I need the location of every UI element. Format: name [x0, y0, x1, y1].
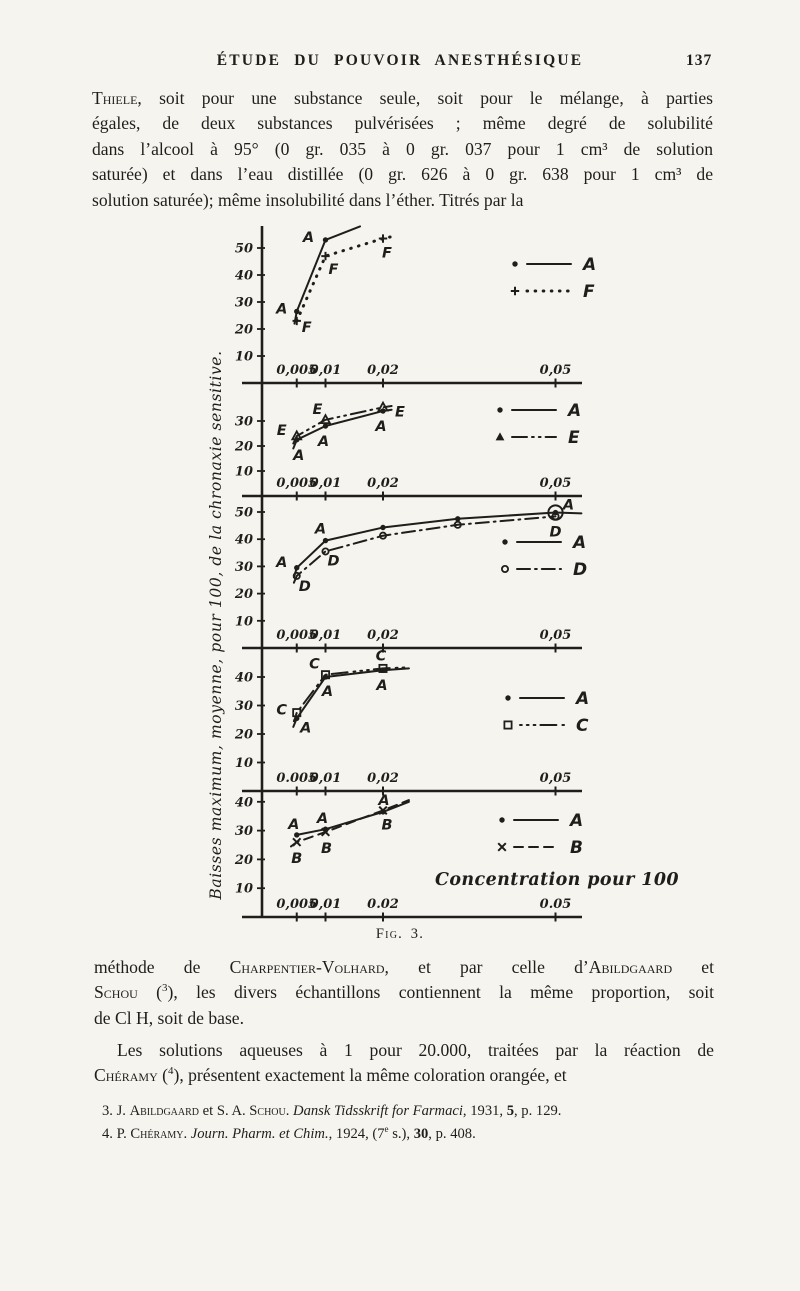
- svg-text:40: 40: [235, 671, 253, 686]
- svg-text:A: A: [275, 555, 287, 571]
- svg-text:0,005: 0,005: [276, 897, 317, 912]
- svg-text:D: D: [573, 560, 587, 580]
- svg-text:0.05: 0.05: [540, 897, 572, 912]
- svg-text:C: C: [376, 648, 387, 664]
- svg-text:D: D: [327, 553, 339, 569]
- svg-text:F: F: [329, 262, 339, 278]
- svg-text:B: B: [381, 817, 392, 833]
- svg-text:A: A: [574, 689, 589, 709]
- svg-text:50: 50: [235, 242, 253, 257]
- svg-text:E: E: [395, 404, 405, 420]
- svg-text:0,01: 0,01: [310, 363, 342, 378]
- footnote-3: 3. J. Abildgaard et S. A. Schou. Dansk T…: [102, 1103, 562, 1119]
- svg-text:Baisses maximum, moyenne, pour: Baisses maximum, moyenne, pour 100, de l…: [207, 350, 225, 900]
- svg-text:B: B: [291, 851, 302, 867]
- svg-text:30: 30: [235, 824, 253, 839]
- body-paragraph-2: méthode de Charpentier-Volhard, et par c…: [94, 957, 714, 1028]
- page-number: 137: [686, 52, 713, 69]
- svg-text:0,05: 0,05: [540, 476, 572, 491]
- svg-text:E: E: [568, 428, 580, 448]
- svg-text:20: 20: [234, 587, 253, 602]
- svg-text:0,02: 0,02: [367, 628, 399, 643]
- svg-text:40: 40: [235, 269, 253, 284]
- svg-text:30: 30: [235, 415, 253, 430]
- body-paragraph-3: Les solutions aqueuses à 1 pour 20.000, …: [94, 1040, 714, 1086]
- svg-text:10: 10: [235, 614, 253, 629]
- svg-text:B: B: [570, 838, 583, 858]
- svg-text:0,01: 0,01: [310, 897, 342, 912]
- footnote-4: 4. P. Chéramy. Journ. Pharm. et Chim., 1…: [102, 1123, 476, 1142]
- svg-text:Concentration pour 100: Concentration pour 100: [435, 870, 679, 890]
- svg-text:30: 30: [235, 296, 253, 311]
- svg-text:0,005: 0,005: [276, 476, 317, 491]
- svg-text:40: 40: [235, 533, 253, 548]
- svg-text:0,05: 0,05: [540, 771, 572, 786]
- svg-text:C: C: [309, 657, 320, 673]
- svg-text:0,02: 0,02: [367, 476, 399, 491]
- svg-text:A: A: [317, 434, 329, 450]
- svg-text:0,01: 0,01: [310, 476, 342, 491]
- svg-text:10: 10: [235, 882, 253, 897]
- svg-text:C: C: [576, 716, 589, 736]
- svg-text:A: A: [302, 230, 314, 246]
- svg-text:A: A: [321, 684, 333, 700]
- svg-text:0,01: 0,01: [310, 628, 342, 643]
- svg-text:10: 10: [235, 756, 253, 771]
- svg-text:30: 30: [235, 699, 253, 714]
- svg-text:A: A: [571, 533, 586, 553]
- svg-text:0,005: 0,005: [276, 363, 317, 378]
- svg-text:F: F: [382, 246, 392, 262]
- svg-text:0.02: 0.02: [367, 897, 399, 912]
- body-paragraph-1: Thiele, soit pour une substance seule, s…: [92, 88, 713, 210]
- svg-text:A: A: [566, 401, 581, 421]
- svg-text:20: 20: [234, 440, 253, 455]
- svg-text:F: F: [302, 320, 312, 336]
- svg-text:10: 10: [235, 350, 253, 365]
- svg-text:0,005: 0,005: [276, 628, 317, 643]
- svg-text:A: A: [374, 419, 386, 435]
- svg-text:A: A: [568, 811, 583, 831]
- svg-text:A: A: [375, 678, 387, 694]
- svg-text:0,01: 0,01: [310, 771, 342, 786]
- svg-text:30: 30: [235, 560, 253, 575]
- svg-text:A: A: [299, 720, 311, 736]
- svg-text:A: A: [287, 817, 299, 833]
- svg-text:E: E: [313, 402, 323, 418]
- svg-text:A: A: [314, 522, 326, 538]
- svg-text:10: 10: [235, 465, 253, 480]
- svg-text:0,05: 0,05: [540, 363, 572, 378]
- svg-text:A: A: [377, 793, 389, 809]
- svg-text:40: 40: [235, 795, 253, 810]
- svg-text:F: F: [583, 282, 595, 302]
- svg-text:20: 20: [234, 728, 253, 743]
- footnotes-block: 3. J. Abildgaard et S. A. Schou. Dansk T…: [102, 1100, 728, 1145]
- svg-text:D: D: [299, 579, 311, 595]
- svg-text:20: 20: [234, 323, 253, 338]
- figure-caption: Fig. 3.: [375, 926, 425, 942]
- svg-text:20: 20: [234, 853, 253, 868]
- svg-text:A: A: [562, 498, 574, 514]
- svg-text:0,02: 0,02: [367, 363, 399, 378]
- svg-text:0.005: 0.005: [276, 771, 317, 786]
- svg-text:50: 50: [235, 506, 253, 521]
- svg-text:C: C: [276, 703, 287, 719]
- svg-text:A: A: [292, 448, 304, 464]
- figure-3-chart: 0,005 0,01 0,02 0,05 10 20 30 40 50 A A F F F A F 0,005 0…: [190, 222, 730, 928]
- svg-text:0,02: 0,02: [367, 771, 399, 786]
- svg-text:0,05: 0,05: [540, 628, 572, 643]
- svg-text:B: B: [321, 841, 332, 857]
- svg-text:D: D: [549, 524, 561, 540]
- svg-text:A: A: [275, 301, 287, 317]
- svg-text:E: E: [277, 423, 287, 439]
- svg-text:A: A: [316, 811, 328, 827]
- running-header-title: ÉTUDE DU POUVOIR ANESTHÉSIQUE: [216, 52, 584, 69]
- svg-text:A: A: [581, 255, 596, 275]
